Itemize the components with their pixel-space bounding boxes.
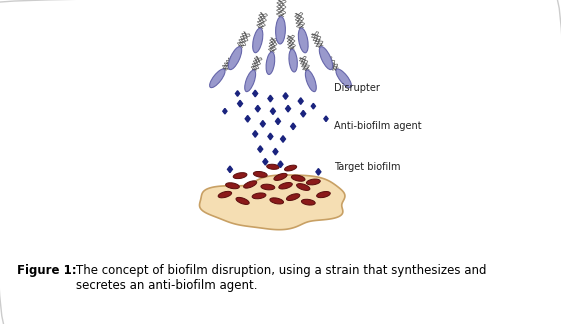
Ellipse shape	[218, 191, 232, 198]
Ellipse shape	[336, 69, 351, 88]
Polygon shape	[273, 148, 278, 155]
Polygon shape	[286, 105, 291, 112]
Ellipse shape	[261, 184, 275, 190]
Polygon shape	[228, 166, 232, 173]
Ellipse shape	[301, 199, 315, 205]
Ellipse shape	[245, 70, 256, 92]
Ellipse shape	[319, 47, 333, 70]
Ellipse shape	[275, 17, 286, 44]
Ellipse shape	[243, 181, 257, 188]
Polygon shape	[301, 110, 306, 117]
Ellipse shape	[284, 165, 297, 171]
Polygon shape	[253, 90, 257, 97]
Polygon shape	[245, 115, 250, 122]
Polygon shape	[283, 93, 288, 99]
Polygon shape	[258, 146, 263, 152]
Polygon shape	[316, 168, 321, 175]
Ellipse shape	[305, 70, 316, 92]
Ellipse shape	[252, 193, 266, 199]
Polygon shape	[263, 158, 268, 165]
Ellipse shape	[316, 191, 330, 198]
Polygon shape	[236, 91, 240, 96]
Text: The concept of biofilm disruption, using a strain that synthesizes and
secretes : The concept of biofilm disruption, using…	[76, 264, 486, 292]
Polygon shape	[298, 98, 303, 104]
Polygon shape	[275, 118, 280, 125]
Polygon shape	[278, 161, 283, 168]
Ellipse shape	[210, 69, 225, 88]
Text: Figure 1:: Figure 1:	[17, 264, 76, 277]
Ellipse shape	[297, 184, 310, 191]
Ellipse shape	[226, 183, 240, 189]
Ellipse shape	[233, 173, 247, 179]
Ellipse shape	[254, 171, 267, 177]
Ellipse shape	[228, 47, 242, 70]
Polygon shape	[268, 133, 273, 140]
Polygon shape	[200, 175, 345, 230]
Polygon shape	[238, 100, 242, 107]
Text: Anti-biofilm agent: Anti-biofilm agent	[334, 122, 421, 131]
Polygon shape	[270, 108, 275, 114]
Ellipse shape	[306, 179, 320, 185]
Polygon shape	[260, 121, 265, 127]
Polygon shape	[223, 109, 227, 114]
Polygon shape	[253, 131, 257, 137]
Ellipse shape	[236, 197, 249, 204]
Text: Disrupter: Disrupter	[334, 84, 379, 93]
Ellipse shape	[266, 52, 275, 75]
Polygon shape	[268, 95, 273, 102]
Ellipse shape	[279, 182, 292, 189]
Polygon shape	[280, 136, 286, 142]
Ellipse shape	[266, 164, 279, 169]
Ellipse shape	[289, 49, 297, 72]
Ellipse shape	[270, 198, 283, 204]
Ellipse shape	[252, 28, 263, 53]
Polygon shape	[255, 105, 260, 112]
Ellipse shape	[291, 175, 305, 181]
Polygon shape	[324, 116, 328, 122]
Polygon shape	[311, 103, 315, 109]
Text: Target biofilm: Target biofilm	[334, 162, 400, 172]
Polygon shape	[291, 123, 296, 130]
Ellipse shape	[298, 28, 308, 53]
Ellipse shape	[287, 194, 300, 201]
Ellipse shape	[274, 173, 287, 180]
